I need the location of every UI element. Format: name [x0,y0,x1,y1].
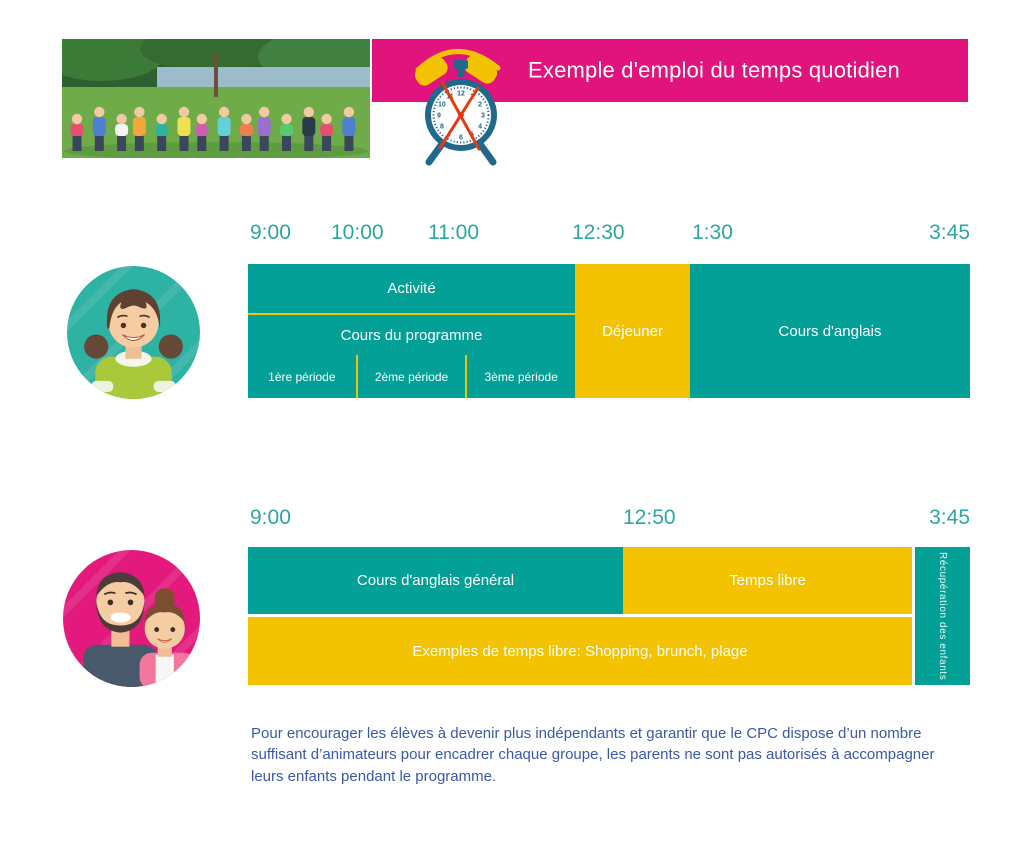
period-2-cell: 2ème période [355,355,466,398]
svg-text:2: 2 [478,102,482,109]
program-course-block: Cours du programme [248,315,575,355]
alarm-clock-icon: 123456789101112 [414,49,501,166]
free-time-label: Temps libre [729,572,806,589]
time-label-12-50: 12:50 [623,506,676,529]
time-label-9-00: 9:00 [250,221,291,244]
general-english-block: Cours d'anglais général [248,547,623,614]
title-banner: Exemple d'emploi du temps quotidien [372,39,968,102]
period-3-cell: 3ème période [465,355,575,398]
svg-text:4: 4 [478,124,482,131]
time-label-3-45: 3:45 [929,221,970,244]
svg-text:10: 10 [438,102,446,109]
svg-text:12: 12 [457,91,465,98]
svg-text:8: 8 [440,124,444,131]
svg-text:9: 9 [437,113,441,120]
time-label-1-30: 1:30 [692,221,733,244]
program-course-label: Cours du programme [340,326,483,344]
parents-avatar [63,550,200,687]
parent-schedule-top-row: Cours d'anglais général Temps libre [248,547,912,614]
activity-label: Activité [387,280,436,297]
time-label-11-00: 11:00 [428,221,479,244]
student-avatar [67,266,200,399]
girl-avatar-illustration [67,266,200,399]
lunch-label: Déjeuner [602,322,663,340]
group-photo-illustration [62,39,370,158]
time-label-10-00: 10:00 [331,221,384,244]
student-schedule-times: 9:00 10:00 11:00 12:30 1:30 3:45 [0,221,1024,247]
children-group-photo [62,39,370,158]
time-label-9-00: 9:00 [250,506,291,529]
svg-text:6: 6 [459,135,463,142]
free-time-examples-block: Exemples de temps libre: Shopping, brunc… [248,617,912,685]
page-title: Exemple d'emploi du temps quotidien [528,56,900,82]
svg-text:7: 7 [448,132,452,139]
lunch-block: Déjeuner [575,264,690,398]
period-1-cell: 1ère période [268,369,336,384]
time-label-12-30: 12:30 [572,221,625,244]
program-section: Activité Cours du programme 1ère période… [248,264,575,398]
english-course-block: Cours d'anglais [690,264,970,398]
parents-avatar-illustration [63,550,200,687]
parent-schedule-times: 9:00 12:50 3:45 [0,506,1024,532]
svg-text:3: 3 [481,113,485,120]
activity-block: Activité [248,264,575,315]
free-time-examples-label: Exemples de temps libre: Shopping, brunc… [412,642,748,660]
free-time-block: Temps libre [623,547,912,614]
pickup-label: Récupération des enfants [937,551,948,681]
periods-row: 1ère période 2ème période 3ème période [248,355,575,398]
pickup-column: Récupération des enfants [915,547,970,685]
english-course-label: Cours d'anglais [778,322,882,340]
time-label-3-45: 3:45 [929,506,970,529]
general-english-label: Cours d'anglais général [356,572,515,589]
parent-schedule-bar: Cours d'anglais général Temps libre Exem… [248,547,970,685]
policy-note: Pour encourager les élèves à devenir plu… [251,725,935,785]
student-schedule-bar: Activité Cours du programme 1ère période… [248,264,970,398]
